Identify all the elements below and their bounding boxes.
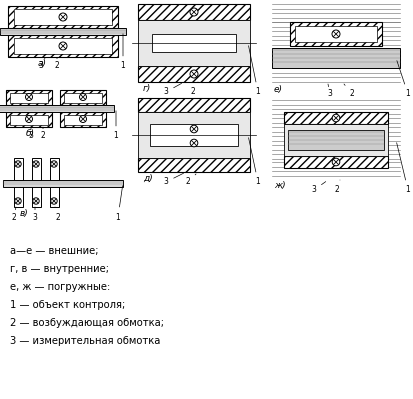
Bar: [50, 158, 59, 180]
Bar: [14, 9, 112, 25]
Bar: [138, 66, 249, 82]
Bar: [287, 130, 383, 150]
Text: б): б): [26, 129, 35, 138]
Text: а): а): [38, 59, 47, 68]
Circle shape: [331, 158, 339, 166]
Bar: [283, 156, 387, 168]
Bar: [138, 98, 249, 112]
Circle shape: [190, 8, 197, 16]
Text: 3 — измерительная обмотка: 3 — измерительная обмотка: [10, 336, 160, 346]
Text: 1: 1: [115, 186, 122, 221]
Bar: [10, 93, 48, 103]
Bar: [3, 180, 123, 187]
Bar: [150, 124, 237, 146]
Bar: [14, 9, 112, 25]
Bar: [283, 112, 387, 124]
Text: г, в — внутренние;: г, в — внутренние;: [10, 264, 109, 274]
Bar: [138, 4, 249, 20]
Circle shape: [59, 13, 67, 21]
Text: д): д): [142, 174, 152, 183]
Bar: [14, 187, 23, 207]
Bar: [6, 112, 52, 127]
Text: 3: 3: [327, 84, 332, 99]
Bar: [138, 112, 249, 158]
Bar: [50, 187, 59, 207]
Text: 2: 2: [55, 58, 59, 71]
Bar: [14, 158, 23, 180]
Text: 1: 1: [396, 61, 409, 99]
Bar: [60, 90, 106, 105]
Text: 1: 1: [396, 143, 409, 194]
Text: е): е): [273, 85, 282, 94]
Bar: [138, 20, 249, 66]
Circle shape: [331, 30, 339, 38]
Circle shape: [33, 198, 39, 204]
Circle shape: [51, 161, 57, 167]
Text: 1 — объект контроля;: 1 — объект контроля;: [10, 300, 125, 310]
Text: 2: 2: [55, 207, 60, 221]
Text: 3: 3: [163, 173, 183, 186]
Circle shape: [26, 93, 33, 101]
Circle shape: [33, 161, 39, 167]
Circle shape: [79, 115, 86, 122]
Text: 3: 3: [38, 58, 45, 71]
Bar: [32, 158, 41, 180]
Bar: [8, 6, 118, 28]
Text: 1: 1: [248, 138, 260, 186]
Bar: [6, 90, 52, 105]
Circle shape: [15, 198, 21, 204]
Circle shape: [190, 139, 197, 147]
Text: 3: 3: [28, 127, 33, 140]
Circle shape: [190, 125, 197, 133]
Text: 3: 3: [163, 83, 181, 97]
Bar: [289, 22, 381, 46]
Circle shape: [190, 70, 197, 78]
Bar: [64, 93, 102, 103]
Circle shape: [26, 115, 33, 122]
Text: 2: 2: [343, 84, 354, 99]
Bar: [0, 105, 114, 112]
Bar: [64, 115, 102, 124]
Circle shape: [331, 114, 339, 122]
Bar: [32, 187, 41, 207]
Text: а—е — внешние;: а—е — внешние;: [10, 246, 98, 256]
Text: 3: 3: [311, 182, 325, 194]
Text: 2: 2: [12, 207, 17, 221]
Text: 2: 2: [334, 180, 339, 194]
Text: 2 — возбуждающая обмотка;: 2 — возбуждающая обмотка;: [10, 318, 164, 328]
Text: 2: 2: [190, 82, 197, 97]
Bar: [294, 26, 376, 42]
Text: 1: 1: [113, 111, 118, 140]
Bar: [14, 38, 112, 54]
Text: в): в): [20, 209, 28, 218]
Bar: [14, 38, 112, 54]
Text: ж): ж): [273, 181, 285, 190]
Bar: [60, 112, 106, 127]
Bar: [152, 34, 235, 52]
Text: г): г): [142, 84, 151, 93]
Bar: [138, 158, 249, 172]
Bar: [0, 28, 126, 35]
Circle shape: [15, 161, 21, 167]
Bar: [8, 35, 118, 57]
Bar: [10, 115, 48, 124]
Bar: [283, 124, 387, 156]
Text: 1: 1: [120, 34, 125, 71]
Circle shape: [59, 42, 67, 50]
Text: 3: 3: [33, 207, 37, 221]
Text: 1: 1: [248, 46, 260, 97]
Text: 2: 2: [40, 127, 45, 140]
Text: 2: 2: [185, 174, 196, 186]
Bar: [271, 48, 399, 68]
Circle shape: [51, 198, 57, 204]
Circle shape: [79, 93, 86, 101]
Text: е, ж — погружные:: е, ж — погружные:: [10, 282, 110, 292]
